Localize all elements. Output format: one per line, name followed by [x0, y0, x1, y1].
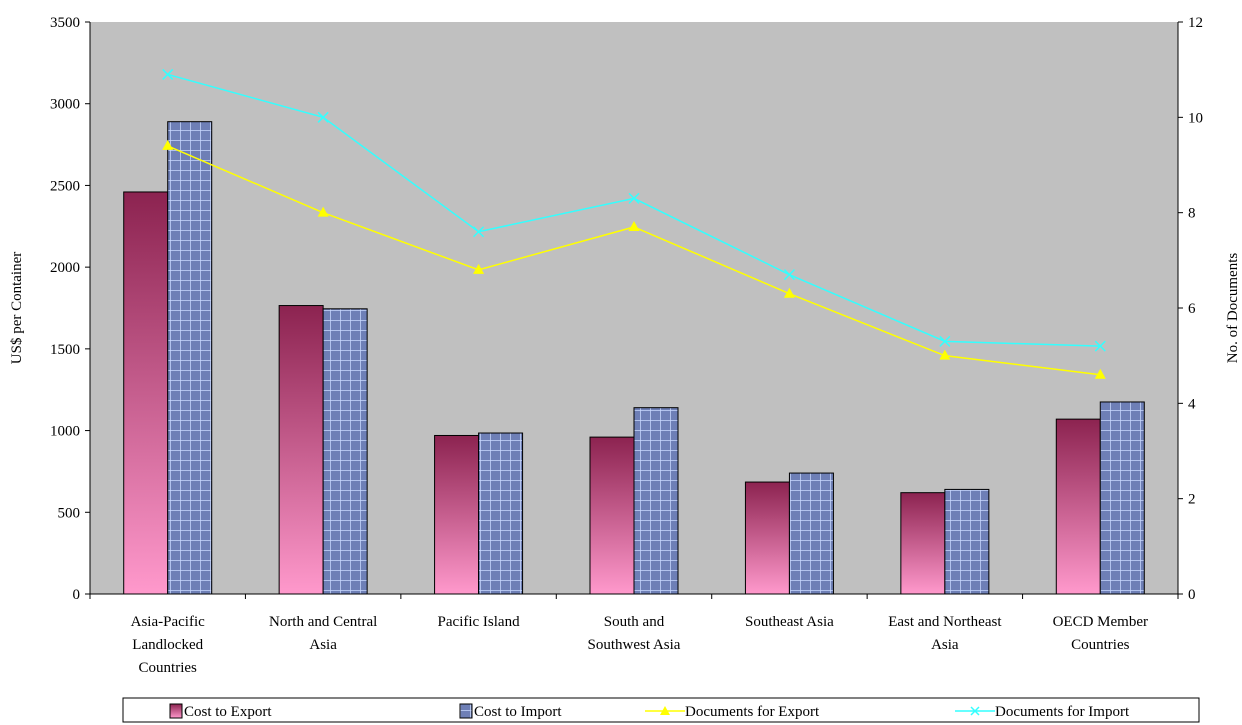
point-documents-for-import: [939, 335, 951, 347]
legend-label-import-cost: Cost to Import: [474, 704, 562, 720]
bar-cost-to-export: [900, 492, 946, 595]
category-label: Asia: [309, 637, 337, 653]
point-documents-for-export: [783, 287, 795, 298]
left-tick-label: 3500: [50, 15, 80, 31]
y2-axis-title: No. of Documents: [1225, 253, 1241, 364]
bar-cost-to-import: [478, 432, 524, 595]
bar-cost-to-export: [1055, 418, 1101, 595]
bar-cost-to-import: [1099, 401, 1145, 595]
legend-triangle-marker: [660, 706, 670, 715]
category-label: Countries: [139, 660, 197, 676]
point-documents-for-import: [162, 68, 174, 80]
left-tick-label: 1000: [50, 424, 80, 440]
legend-box: [122, 697, 1200, 723]
point-documents-for-export: [1094, 368, 1106, 379]
point-documents-for-import: [1094, 340, 1106, 352]
bar-cost-to-import: [788, 472, 834, 595]
legend-label-export-cost: Cost to Export: [184, 704, 272, 720]
bar-cost-to-import: [322, 308, 368, 595]
category-label: Landlocked: [132, 637, 203, 653]
right-tick-label: 0: [1188, 587, 1196, 603]
x-tick-group: Asia-Pacific Landlocked Countries North and…: [89, 594, 1179, 676]
category-label: Southeast Asia: [745, 614, 834, 630]
point-documents-for-import: [473, 226, 485, 238]
bar-cost-to-export: [744, 481, 790, 595]
bar-cost-to-import: [944, 488, 990, 595]
category-label: Asia-Pacific: [131, 614, 205, 630]
bar-layer: [123, 121, 1145, 595]
left-tick-label: 3000: [50, 97, 80, 113]
point-documents-for-export: [162, 139, 174, 150]
category-label: Asia: [931, 637, 959, 653]
bar-cost-to-export: [589, 436, 635, 595]
bar-cost-to-import: [167, 121, 213, 595]
category-label: South and: [604, 614, 665, 630]
point-documents-for-export: [317, 206, 329, 217]
legend-swatch-import-cost: [459, 703, 473, 719]
point-documents-for-import: [317, 111, 329, 123]
point-documents-for-export: [628, 220, 640, 231]
left-tick-label: 500: [58, 505, 81, 521]
y-axis-title: US$ per Container: [9, 252, 25, 364]
legend-x-marker: [970, 706, 980, 716]
category-label: OECD Member: [1053, 614, 1148, 630]
legend-label-export-docs: Documents for Export: [685, 704, 820, 720]
left-tick-label: 1500: [50, 342, 80, 358]
right-tick-label: 2: [1188, 492, 1196, 508]
bar-cost-to-export: [434, 434, 480, 595]
category-label: Pacific Island: [438, 614, 521, 630]
right-tick-label: 10: [1188, 110, 1203, 126]
point-documents-for-import: [783, 269, 795, 281]
line-layer: [162, 68, 1106, 379]
left-tick-label: 2000: [50, 260, 80, 276]
point-documents-for-export: [939, 349, 951, 360]
legend: Cost to Export Cost to Import Documents …: [122, 697, 1200, 723]
category-label: North and Central: [269, 614, 377, 630]
right-tick-label: 12: [1188, 15, 1203, 31]
right-tick-label: 4: [1188, 396, 1196, 412]
left-tick-label: 0: [73, 587, 81, 603]
left-tick-group: 0 500 1000 1500 2000 2500 3000 3500: [50, 15, 90, 603]
legend-swatch-export-cost: [169, 703, 183, 719]
right-tick-group: 0 2 4 6 8 10 12: [1178, 15, 1203, 603]
left-tick-label: 2500: [50, 178, 80, 194]
category-label: East and Northeast: [888, 614, 1002, 630]
category-label: Countries: [1071, 637, 1129, 653]
point-documents-for-import: [628, 192, 640, 204]
bar-cost-to-import: [633, 407, 679, 595]
bar-cost-to-export: [278, 305, 324, 595]
bar-cost-to-export: [123, 191, 169, 595]
right-tick-label: 6: [1188, 301, 1196, 317]
category-label: Southwest Asia: [588, 637, 681, 653]
right-tick-label: 8: [1188, 206, 1196, 222]
legend-label-import-docs: Documents for Import: [995, 704, 1130, 720]
point-documents-for-export: [473, 263, 485, 274]
